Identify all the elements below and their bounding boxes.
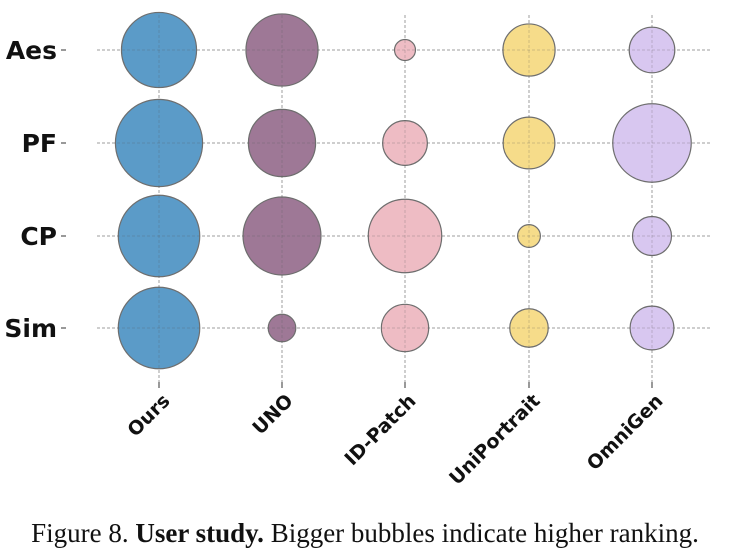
bubble-pf-uniportrait: [502, 116, 556, 170]
x-tick-label: UniPortrait: [445, 390, 544, 489]
bubble-aes-ours: [120, 11, 198, 89]
bubble-pf-ours: [114, 98, 204, 188]
bubble-cp-omnigen: [631, 215, 673, 257]
caption-bold: User study.: [135, 518, 264, 548]
bubble-aes-uniportrait: [502, 23, 556, 77]
bubbles: [114, 11, 692, 370]
bubble-pf-omnigen: [612, 103, 692, 183]
bubble-cp-uniportrait: [516, 223, 542, 249]
y-tick-label: CP: [20, 222, 57, 251]
y-tick-label: PF: [22, 129, 57, 158]
x-axis: Ours UNO ID-Patch UniPortrait OmniGen: [123, 382, 668, 489]
x-tick-label: OmniGen: [583, 390, 668, 475]
x-tick-label: ID-Patch: [340, 390, 420, 470]
bubble-cp-uno: [242, 196, 322, 276]
bubble-sim-ours: [117, 286, 201, 370]
bubble-sim-omnigen: [629, 305, 675, 351]
bubble-sim-uniportrait: [509, 308, 549, 348]
bubble-aes-id-patch: [393, 38, 417, 62]
bubble-sim-uno: [267, 313, 297, 343]
bubble-cp-id-patch: [367, 198, 443, 274]
bubble-pf-id-patch: [382, 120, 428, 166]
bubble-aes-omnigen: [628, 26, 676, 74]
bubble-pf-uno: [247, 108, 317, 178]
bubble-sim-id-patch: [380, 303, 430, 353]
caption-figure-label: Figure 8.: [31, 518, 129, 548]
bubble-aes-uno: [245, 13, 319, 87]
y-tick-label: Sim: [4, 314, 57, 343]
x-tick-label: Ours: [123, 390, 174, 441]
bubble-cp-ours: [117, 194, 201, 278]
figure-caption: Figure 8. User study. Bigger bubbles ind…: [0, 518, 730, 549]
y-tick-label: Aes: [6, 36, 57, 65]
bubble-chart: Aes PF CP Sim Ours UNO ID-Patch UniPortrait Omn…: [4, 11, 712, 489]
caption-text: Bigger bubbles indicate higher ranking.: [270, 518, 699, 548]
y-axis: Aes PF CP Sim: [4, 36, 66, 343]
x-tick-label: UNO: [248, 390, 297, 439]
